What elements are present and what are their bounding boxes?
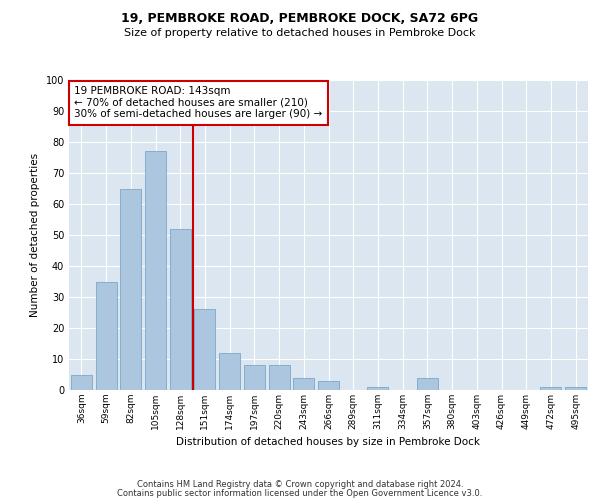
X-axis label: Distribution of detached houses by size in Pembroke Dock: Distribution of detached houses by size …	[176, 438, 481, 448]
Bar	[269, 365, 290, 390]
Bar	[120, 188, 141, 390]
Text: Contains HM Land Registry data © Crown copyright and database right 2024.: Contains HM Land Registry data © Crown c…	[137, 480, 463, 489]
Bar	[71, 374, 92, 390]
Bar	[145, 152, 166, 390]
Bar	[541, 387, 562, 390]
Bar	[194, 310, 215, 390]
Text: Contains public sector information licensed under the Open Government Licence v3: Contains public sector information licen…	[118, 488, 482, 498]
Bar	[170, 229, 191, 390]
Y-axis label: Number of detached properties: Number of detached properties	[30, 153, 40, 317]
Text: Size of property relative to detached houses in Pembroke Dock: Size of property relative to detached ho…	[124, 28, 476, 38]
Text: 19, PEMBROKE ROAD, PEMBROKE DOCK, SA72 6PG: 19, PEMBROKE ROAD, PEMBROKE DOCK, SA72 6…	[121, 12, 479, 26]
Bar	[367, 387, 388, 390]
Bar	[95, 282, 116, 390]
Bar	[565, 387, 586, 390]
Text: 19 PEMBROKE ROAD: 143sqm
← 70% of detached houses are smaller (210)
30% of semi-: 19 PEMBROKE ROAD: 143sqm ← 70% of detach…	[74, 86, 322, 120]
Bar	[417, 378, 438, 390]
Bar	[318, 380, 339, 390]
Bar	[293, 378, 314, 390]
Bar	[244, 365, 265, 390]
Bar	[219, 353, 240, 390]
